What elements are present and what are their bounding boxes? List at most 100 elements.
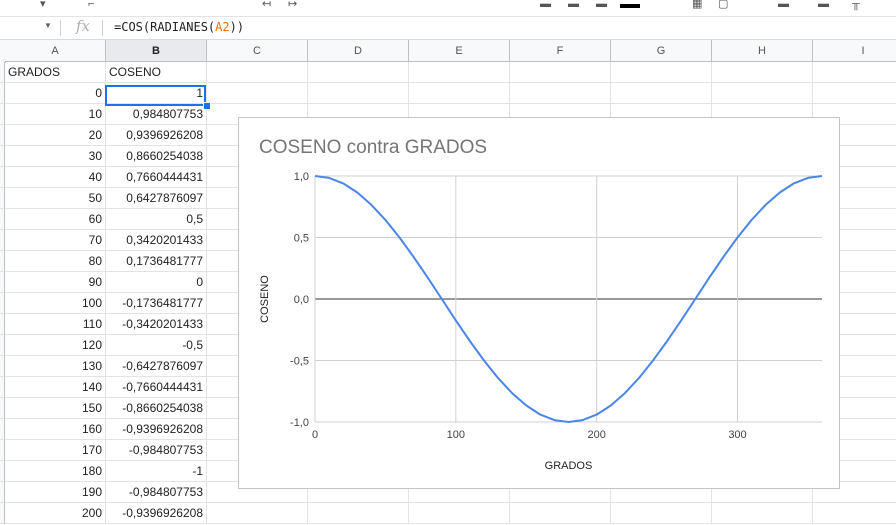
- grid-cell[interactable]: [712, 62, 813, 83]
- cell-grados[interactable]: 200: [5, 503, 106, 524]
- row-header[interactable]: [0, 293, 5, 314]
- cell-grados[interactable]: 100: [5, 293, 106, 314]
- row-header[interactable]: [0, 356, 5, 377]
- grid-cell[interactable]: [813, 377, 896, 398]
- row-header[interactable]: [0, 83, 5, 104]
- redo-arrow-icon[interactable]: ↦: [288, 0, 298, 10]
- grid-cell[interactable]: [813, 419, 896, 440]
- toolbar-icon[interactable]: ▾: [40, 0, 46, 10]
- grid-cell[interactable]: [207, 503, 308, 524]
- cell-coseno[interactable]: 0,984807753: [106, 104, 207, 125]
- formula-input[interactable]: =COS(RADIANES(A2)): [114, 20, 244, 34]
- cell-grados[interactable]: 0: [5, 83, 106, 104]
- cell-grados[interactable]: 110: [5, 314, 106, 335]
- grid-cell[interactable]: [510, 62, 611, 83]
- toolbar-icon[interactable]: ⌐: [88, 0, 95, 10]
- cell-coseno[interactable]: -0,9396926208: [106, 503, 207, 524]
- chart[interactable]: COSENO contra GRADOS 1,0 0,5 0,0 -0,5 -1,0 0 10…: [238, 117, 840, 489]
- row-header[interactable]: [0, 230, 5, 251]
- cell-coseno[interactable]: 0: [106, 272, 207, 293]
- grid-cell[interactable]: [308, 482, 409, 503]
- cell-grados[interactable]: 90: [5, 272, 106, 293]
- cell-grados[interactable]: 140: [5, 377, 106, 398]
- column-header-d[interactable]: D: [308, 40, 409, 62]
- grid-cell[interactable]: [813, 482, 896, 503]
- column-header-i[interactable]: I: [813, 40, 896, 62]
- cell-coseno[interactable]: 0,8660254038: [106, 146, 207, 167]
- row-header[interactable]: [0, 461, 5, 482]
- grid-cell[interactable]: [813, 62, 896, 83]
- cell-coseno[interactable]: -0,984807753: [106, 482, 207, 503]
- grid-cell[interactable]: [813, 503, 896, 524]
- row-header[interactable]: [0, 251, 5, 272]
- grid-cell[interactable]: [813, 146, 896, 167]
- fill-handle[interactable]: [203, 102, 211, 110]
- cell-grados[interactable]: 60: [5, 209, 106, 230]
- row-header[interactable]: [0, 62, 5, 83]
- row-header[interactable]: [0, 398, 5, 419]
- cell-grados[interactable]: 80: [5, 251, 106, 272]
- cell-coseno[interactable]: 0,9396926208: [106, 125, 207, 146]
- row-header[interactable]: [0, 209, 5, 230]
- header-cell-grados[interactable]: GRADOS: [5, 62, 106, 83]
- grid-cell[interactable]: [207, 83, 308, 104]
- column-header-e[interactable]: E: [409, 40, 510, 62]
- row-header[interactable]: [0, 146, 5, 167]
- grid-cell[interactable]: [510, 482, 611, 503]
- undo-arrow-icon[interactable]: ↤: [262, 0, 272, 10]
- grid-cell[interactable]: [813, 230, 896, 251]
- column-header-b[interactable]: B: [106, 40, 207, 62]
- column-header-f[interactable]: F: [510, 40, 611, 62]
- cell-grados[interactable]: 160: [5, 419, 106, 440]
- cell-coseno[interactable]: 0,5: [106, 209, 207, 230]
- row-header[interactable]: [0, 377, 5, 398]
- grid-cell[interactable]: [813, 188, 896, 209]
- grid-cell[interactable]: [813, 125, 896, 146]
- grid-cell[interactable]: [712, 482, 813, 503]
- row-header[interactable]: [0, 503, 5, 524]
- grid-cell[interactable]: [712, 83, 813, 104]
- cell-grados[interactable]: 70: [5, 230, 106, 251]
- grid-cell[interactable]: [409, 62, 510, 83]
- grid-cell[interactable]: [813, 440, 896, 461]
- cell-coseno[interactable]: -0,5: [106, 335, 207, 356]
- cell-grados[interactable]: 180: [5, 461, 106, 482]
- cell-grados[interactable]: 150: [5, 398, 106, 419]
- grid-cell[interactable]: [409, 503, 510, 524]
- cell-coseno[interactable]: -0,9396926208: [106, 419, 207, 440]
- italic-icon[interactable]: ▬: [568, 0, 579, 10]
- cell-grados[interactable]: 120: [5, 335, 106, 356]
- cell-grados[interactable]: 170: [5, 440, 106, 461]
- column-header-a[interactable]: A: [5, 40, 106, 62]
- grid-cell[interactable]: [813, 167, 896, 188]
- row-header[interactable]: [0, 167, 5, 188]
- cell-coseno[interactable]: -0,6427876097: [106, 356, 207, 377]
- grid-cell[interactable]: [409, 482, 510, 503]
- grid-cell[interactable]: [207, 482, 308, 503]
- grid-cell[interactable]: [308, 83, 409, 104]
- grid-cell[interactable]: [510, 83, 611, 104]
- cell-grados[interactable]: 50: [5, 188, 106, 209]
- grid-cell[interactable]: [611, 503, 712, 524]
- cell-coseno[interactable]: 0,3420201433: [106, 230, 207, 251]
- grid-cell[interactable]: [308, 62, 409, 83]
- row-header[interactable]: [0, 482, 5, 503]
- grid-cell[interactable]: [611, 482, 712, 503]
- row-header[interactable]: [0, 440, 5, 461]
- grid-cell[interactable]: [611, 62, 712, 83]
- grid-cell[interactable]: [813, 335, 896, 356]
- grid-cell[interactable]: [813, 398, 896, 419]
- cell-grados[interactable]: 30: [5, 146, 106, 167]
- cell-grados[interactable]: 130: [5, 356, 106, 377]
- grid-cell[interactable]: [409, 83, 510, 104]
- strikethrough-icon[interactable]: ▬: [596, 0, 607, 10]
- borders-icon[interactable]: ▦: [692, 0, 703, 10]
- cell-coseno[interactable]: -0,984807753: [106, 440, 207, 461]
- cell-grados[interactable]: 20: [5, 125, 106, 146]
- row-header[interactable]: [0, 419, 5, 440]
- row-header[interactable]: [0, 104, 5, 125]
- grid-cell[interactable]: [813, 83, 896, 104]
- bold-icon[interactable]: ▬: [540, 0, 551, 10]
- text-color-icon[interactable]: [620, 4, 640, 8]
- grid-cell[interactable]: [712, 503, 813, 524]
